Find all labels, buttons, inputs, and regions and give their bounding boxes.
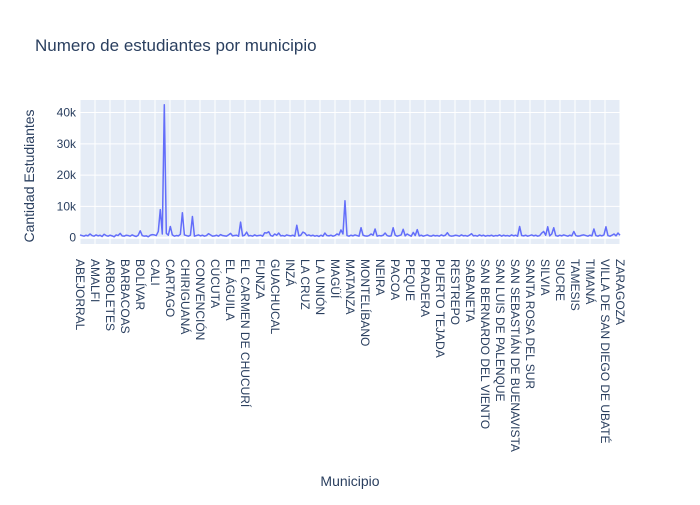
x-tick-label: SILVIA — [538, 259, 552, 295]
x-tick-label: BOLÍVAR — [133, 259, 148, 310]
x-tick-label: NEIRA — [373, 259, 387, 296]
x-axis-title: Municipio — [320, 473, 379, 489]
x-tick-label: FUNZA — [253, 259, 267, 299]
x-tick-label: LA UNIÓN — [313, 259, 328, 315]
x-tick-label: SAN BERNARDO DEL VIENTO — [478, 259, 492, 429]
x-tick-label: SUCRE — [553, 259, 567, 301]
x-tick-label: ABEJORRAL — [73, 259, 87, 331]
chart-title: Numero de estudiantes por municipio — [35, 36, 317, 55]
x-tick-label: MONTELÍBANO — [358, 259, 373, 346]
x-tick-label: CONVENCIÓN — [193, 259, 208, 340]
x-tick-label: TIMANÁ — [583, 259, 598, 304]
x-tick-label: MAGÜÍ — [328, 259, 343, 299]
y-tick-label: 40k — [57, 106, 77, 120]
x-tick-label: PACOA — [388, 259, 402, 300]
x-tick-label: PUERTO TEJADA — [433, 259, 447, 358]
y-tick-label: 10k — [57, 199, 77, 213]
y-tick-label: 30k — [57, 137, 77, 151]
x-tick-label: SABANETA — [463, 259, 477, 322]
x-tick-label: INZÁ — [283, 259, 298, 286]
x-tick-label: MATANZA — [343, 259, 357, 315]
x-tick-label: VILLA DE SAN DIEGO DE UBATÉ — [598, 259, 613, 444]
x-tick-label: TAMESIS — [568, 259, 582, 311]
x-tick-label: GUACHUCAL — [268, 259, 282, 335]
x-tick-label: PEQUE — [403, 259, 417, 301]
x-tick-label: CÚCUTA — [208, 259, 223, 308]
x-tick-label: EL ÁGUILA — [223, 259, 238, 321]
y-axis-title: Cantidad Estudiantes — [21, 109, 37, 242]
x-tick-label: SANTA ROSA DEL SUR — [523, 259, 537, 389]
x-tick-label: EL CARMEN DE CHUCURÍ — [238, 259, 253, 408]
data-series-line — [79, 103, 621, 238]
x-tick-label: SAN LUIS DE PALENQUE — [493, 259, 507, 402]
x-tick-label: AMALFI — [88, 259, 102, 302]
x-tick-label: ZARAGOZA — [613, 259, 627, 325]
x-tick-label: PRADERA — [418, 259, 432, 317]
x-tick-label: BARBACOAS — [118, 259, 132, 334]
x-tick-label: RESTREPO — [448, 259, 462, 325]
y-tick-label: 0 — [69, 231, 76, 245]
x-tick-label: CHIRIGUANÁ — [178, 259, 193, 334]
x-tick-label: LA CRUZ — [298, 259, 312, 310]
x-tick-label: CARTAGO — [163, 259, 177, 317]
x-tick-label: SAN SEBASTIÁN DE BUENAVISTA — [508, 259, 523, 452]
y-tick-label: 20k — [57, 168, 77, 182]
x-tick-label: ARBOLETES — [103, 259, 117, 331]
x-tick-label: CALI — [148, 259, 162, 286]
